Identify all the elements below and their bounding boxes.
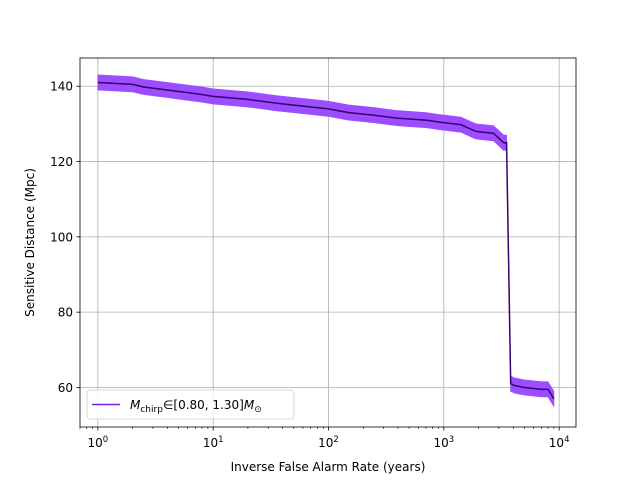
x-tick-label: 104 [549,435,570,450]
x-tick-label: 100 [88,435,109,450]
y-tick-label: 140 [50,80,73,94]
legend-box [86,389,295,420]
plot-frame [79,57,577,428]
y-tick-label: 120 [50,155,73,169]
x-tick-label: 101 [203,435,224,450]
y-tick-label: 60 [58,381,73,395]
y-tick-label: 80 [58,306,73,320]
grid [80,58,576,427]
series-line-group [97,81,555,400]
legend: Mchirp∈[0.80, 1.30]M⊙ [86,389,295,420]
confidence-band [97,74,555,408]
y-axis-label: Sensitive Distance (Mpc) [23,168,37,317]
x-tick-label: 103 [433,435,454,450]
legend-label: Mchirp∈[0.80, 1.30]M⊙ [130,398,262,415]
y-tick-label: 100 [50,230,73,244]
x-axis-label: Inverse False Alarm Rate (years) [231,460,426,474]
tick-group: 100 101 102 103 104 60 80 100 120 140 [50,80,569,450]
confidence-band-group [97,74,555,408]
x-tick-label: 102 [318,435,339,450]
